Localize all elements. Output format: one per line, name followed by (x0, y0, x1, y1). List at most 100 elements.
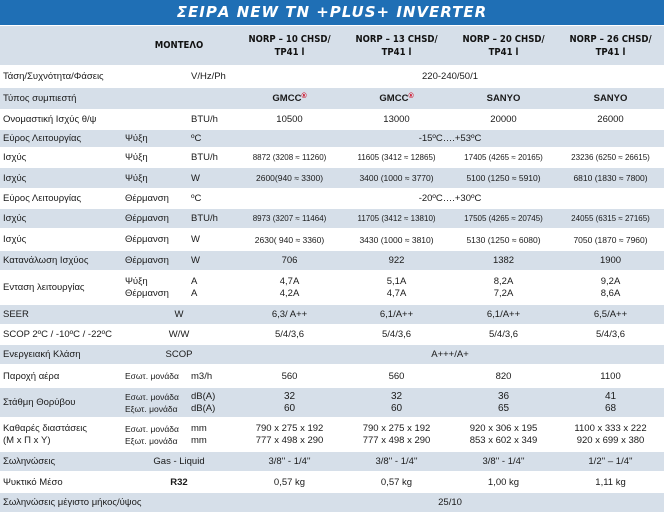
model-line2: TP41 l (381, 46, 412, 58)
row-label: Καθαρές διαστάσεις (Μ x Π x Υ) (0, 417, 122, 452)
value-line: 8,6A (600, 287, 621, 299)
row-value: 6810 (1830 ≈ 7800) (557, 167, 664, 189)
table-row: Παροχή αέρα Εσωτ. μονάδα m3/h 560 560 82… (0, 364, 664, 388)
table-row: Ισχύς Θέρμανση BTU/h 8973 (3207 ≈ 11464)… (0, 208, 664, 229)
row-value: 9,2A 8,6A (557, 270, 664, 305)
row-label: Ενταση λειτουργίας (0, 270, 122, 305)
row-value: 36 65 (450, 387, 558, 418)
cell-text: GMCC (272, 93, 302, 104)
row-value: 8973 (3207 ≈ 11464) (236, 208, 344, 229)
value-line: 36 (497, 390, 510, 402)
row-unit: BTU/h (188, 109, 237, 130)
series-title: ΣΕΙΡΑ NEW TN +PLUS+ INVERTER (0, 0, 664, 25)
row-value: A+++/A+ (236, 344, 664, 365)
registered-mark: ® (301, 93, 307, 100)
row-mode: Ψύξη (122, 147, 188, 168)
row-mode: Θέρμανση (122, 228, 188, 251)
row-unit: m3/h (188, 364, 237, 388)
table-row: Σωληνώσεις μέγιστο μήκος/ύψος 25/10 (0, 492, 664, 513)
row-value: 560 (343, 364, 451, 388)
mode-line: Εσωτ. μονάδα (125, 423, 179, 434)
value-line: 790 x 275 x 192 (255, 422, 324, 434)
row-value: 20000 (450, 109, 558, 130)
row-value: 10500 (236, 109, 344, 130)
row-unit: W (188, 167, 237, 189)
unit-line: mm (191, 422, 207, 434)
model-line1: NORP – 13 CHSD/ (355, 33, 438, 45)
row-value: -15ºC….+53ºC (236, 129, 664, 148)
value-line: 4,2A (279, 287, 300, 299)
row-unit: ºC (188, 129, 237, 148)
row-value: 1100 x 333 x 222 920 x 699 x 380 (557, 417, 664, 452)
row-mode: Εσωτ. μονάδα (122, 364, 188, 388)
row-value: 5130 (1250 ≈ 6080) (450, 228, 558, 251)
model-header: NORP – 20 CHSD/TP41 l (450, 25, 558, 66)
row-value: 3/8'' - 1/4'' (236, 451, 344, 472)
row-unit: W (122, 304, 237, 325)
mode-line: Εξωτ. μονάδα (125, 435, 178, 446)
row-value: 3/8'' - 1/4'' (450, 451, 558, 472)
value-line: 777 x 498 x 290 (362, 434, 431, 446)
model-header: NORP – 26 CHSD/TP41 l (557, 25, 664, 66)
table-row: Ενεργειακή Κλάση SCOP A+++/A+ (0, 344, 664, 365)
table-row: Ισχύς Ψύξη W 2600(940 ≈ 3300) 3400 (1000… (0, 167, 664, 189)
value-line: 4,7A (386, 287, 407, 299)
row-value: 5/4/3,6 (343, 324, 451, 345)
row-label: Ισχύς (0, 167, 122, 189)
value-line: 68 (604, 402, 617, 414)
value-line: 4,7A (279, 275, 300, 287)
row-value: 17505 (4265 ≈ 20745) (450, 208, 558, 229)
row-mode: Θέρμανση (122, 188, 188, 209)
row-value: SANYO (557, 87, 664, 110)
row-unit: SCOP (122, 344, 237, 365)
value-line: 1100 x 333 x 222 (574, 422, 647, 434)
row-value: 3/8'' - 1/4'' (343, 451, 451, 472)
row-unit: BTU/h (188, 147, 237, 168)
table-row: Ισχύς Θέρμανση W 2630( 940 ≈ 3360) 3430 … (0, 228, 664, 251)
row-label: Σωληνώσεις (0, 451, 122, 472)
mode-line: Εσωτ. μονάδα (125, 391, 179, 402)
row-mode: Θέρμανση (122, 250, 188, 271)
table-row: Ψυκτικό Μέσο R32 0,57 kg 0,57 kg 1,00 kg… (0, 471, 664, 493)
model-line1: NORP – 26 CHSD/ (569, 33, 652, 45)
row-unit: W/W (122, 324, 237, 345)
row-label: Σωληνώσεις μέγιστο μήκος/ύψος (0, 492, 237, 513)
row-value: 26000 (557, 109, 664, 130)
unit-line: dB(A) (191, 402, 216, 414)
unit-line: A (191, 287, 198, 299)
model-header: NORP – 10 CHSD/TP41 l (236, 25, 344, 66)
value-line: 9,2A (600, 275, 621, 287)
row-value: 922 (343, 250, 451, 271)
row-label: Κατανάλωση Ισχύος (0, 250, 122, 271)
row-value: 706 (236, 250, 344, 271)
row-unit: W (188, 228, 237, 251)
row-value: 820 (450, 364, 558, 388)
row-value: 4,7A 4,2A (236, 270, 344, 305)
header-row: ΜΟΝΤΕΛΟ NORP – 10 CHSD/TP41 l NORP – 13 … (0, 25, 664, 66)
row-mode: Εσωτ. μονάδα Εξωτ. μονάδα (122, 387, 188, 418)
row-value: 32 60 (236, 387, 344, 418)
row-unit: R32 (122, 471, 237, 493)
row-value: 790 x 275 x 192 777 x 498 x 290 (343, 417, 451, 452)
row-label: Στάθμη Θορύβου (0, 387, 122, 418)
registered-mark: ® (408, 93, 414, 100)
row-value: GMCC® (236, 87, 344, 110)
row-value: 3400 (1000 ≈ 3770) (343, 167, 451, 189)
row-label: SCOP 2ºC / -10ºC / -22ºC (0, 324, 122, 345)
row-value: 1900 (557, 250, 664, 271)
row-value: 13000 (343, 109, 451, 130)
label-line: (Μ x Π x Υ) (3, 434, 51, 446)
row-value: 2600(940 ≈ 3300) (236, 167, 344, 189)
row-value: 5/4/3,6 (450, 324, 558, 345)
table-row: Εύρος Λειτουργίας Θέρμανση ºC -20ºC….+30… (0, 188, 664, 209)
value-line: 5,1A (386, 275, 407, 287)
row-value: 23236 (6250 ≈ 26615) (557, 147, 664, 168)
row-label: Τάση/Συχνότητα/Φάσεις (0, 65, 188, 88)
spec-table: ΜΟΝΤΕΛΟ NORP – 10 CHSD/TP41 l NORP – 13 … (0, 25, 664, 513)
row-value: 24055 (6315 ≈ 27165) (557, 208, 664, 229)
row-value: 2630( 940 ≈ 3360) (236, 228, 344, 251)
table-row: Ονομαστική Ισχύς θ/ψ BTU/h 10500 13000 2… (0, 109, 664, 130)
value-line: 777 x 498 x 290 (255, 434, 324, 446)
row-label: SEER (0, 304, 122, 325)
